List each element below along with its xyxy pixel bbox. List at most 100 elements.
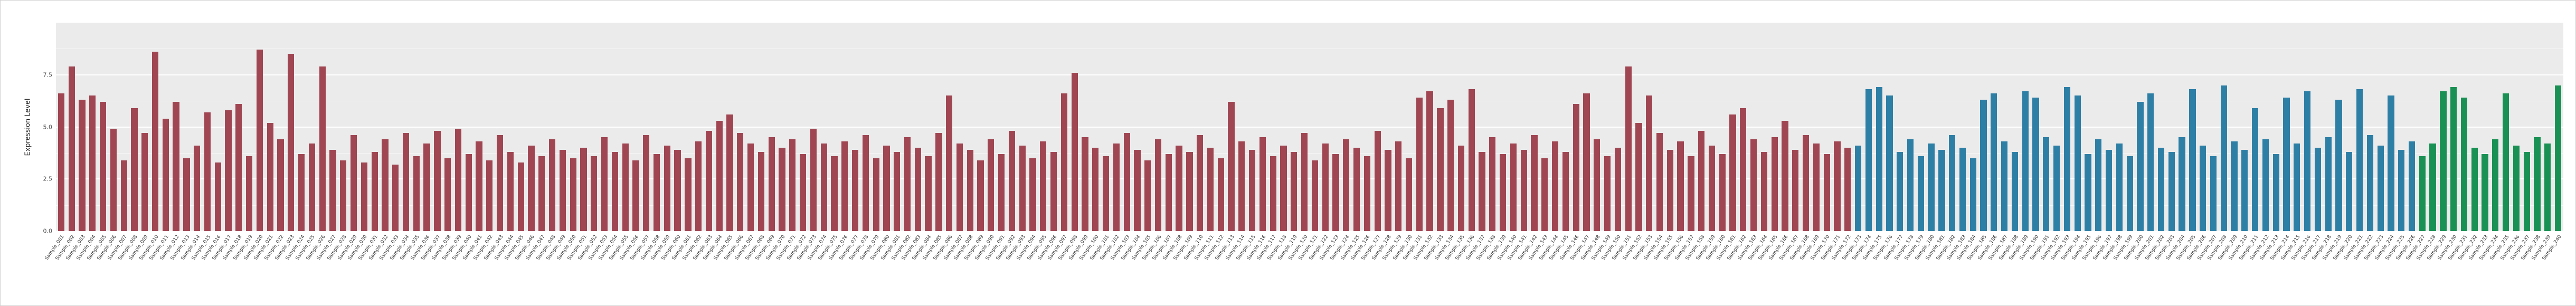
bar-group-1 <box>225 110 232 231</box>
bar-group-2 <box>2179 137 2185 231</box>
bar-group-2 <box>2231 141 2238 231</box>
bar-group-1 <box>1729 114 1736 231</box>
bar-group-2 <box>1980 100 1987 231</box>
bar-group-2 <box>2377 146 2384 231</box>
bar-group-1 <box>1666 149 1673 231</box>
bar-group-1 <box>371 151 378 231</box>
bar-group-2 <box>2356 89 2363 231</box>
bar-group-2 <box>1991 93 1997 231</box>
bar-group-1 <box>789 139 796 231</box>
bar-group-1 <box>1113 144 1120 231</box>
bar-group-1 <box>1531 135 1538 231</box>
bar-group-3 <box>2523 151 2530 231</box>
bar-group-2 <box>2168 151 2175 231</box>
bar-group-1 <box>1311 160 1319 231</box>
bar-group-1 <box>1154 139 1162 231</box>
bar-group-1 <box>298 154 305 231</box>
bar-group-1 <box>507 151 514 231</box>
bar-group-1 <box>1625 66 1632 231</box>
bar-group-1 <box>1249 149 1256 231</box>
bar-group-1 <box>413 156 420 231</box>
bar-group-1 <box>1207 148 1214 231</box>
bar-group-2 <box>2388 95 2394 231</box>
bar-group-1 <box>664 146 670 231</box>
bar-group-1 <box>68 66 75 231</box>
bar-group-1 <box>1792 149 1799 231</box>
bar-group-2 <box>1854 146 1862 231</box>
bar-group-1 <box>204 112 211 231</box>
bar-group-2 <box>2346 151 2353 231</box>
bar-group-1 <box>1071 72 1078 231</box>
bar-group-1 <box>757 151 765 231</box>
bar-group-1 <box>538 156 545 231</box>
bar-group-1 <box>454 129 462 231</box>
bar-group-1 <box>486 160 493 231</box>
bar-group-1 <box>799 154 807 231</box>
bar-group-2 <box>2241 149 2248 231</box>
bar-group-1 <box>319 66 326 231</box>
bar-group-2 <box>2408 141 2416 231</box>
bar-group-1 <box>1635 122 1642 231</box>
bar-group-1 <box>517 162 524 231</box>
bar-group-2 <box>2189 89 2196 231</box>
bar-group-1 <box>277 139 284 231</box>
y-tick-label: 5.0 <box>43 123 53 130</box>
bar-group-1 <box>632 160 639 231</box>
bar-group-1 <box>988 139 995 231</box>
bar-group-3 <box>2440 91 2447 231</box>
bar-group-1 <box>402 133 410 231</box>
bar-group-2 <box>1928 144 1935 231</box>
bar-group-1 <box>89 95 96 231</box>
bar-group-1 <box>79 100 86 231</box>
bar-group-1 <box>1437 108 1444 231</box>
bar-group-1 <box>151 52 159 231</box>
bar-group-1 <box>591 156 598 231</box>
bar-group-2 <box>2105 149 2113 231</box>
bar-group-1 <box>1322 144 1329 231</box>
bar-group-3 <box>2419 156 2426 231</box>
bar-group-2 <box>2116 144 2123 231</box>
bar-group-1 <box>601 137 608 231</box>
bar-group-1 <box>883 146 890 231</box>
bar-group-2 <box>2325 137 2332 231</box>
bar-group-2 <box>2043 137 2050 231</box>
bar-group-1 <box>1782 120 1788 231</box>
bar-group-2 <box>2011 151 2019 231</box>
bar-group-1 <box>580 148 587 231</box>
bar-group-1 <box>235 104 242 231</box>
bar-group-1 <box>1698 131 1705 231</box>
bar-group-2 <box>1907 139 1914 231</box>
bar-group-1 <box>1740 108 1747 231</box>
bar-group-1 <box>1844 148 1851 231</box>
bar-group-1 <box>1656 133 1663 231</box>
bar-group-1 <box>622 144 629 231</box>
bar-group-1 <box>392 164 399 231</box>
x-axis-labels: Sample_001 Sample_002 Sample_003 Sample_004… <box>44 234 2563 262</box>
plot-panel <box>56 23 2563 232</box>
bar-group-1 <box>1688 156 1694 231</box>
bar-group-2 <box>2335 100 2342 231</box>
bar-group-1 <box>141 133 148 231</box>
bar-group-2 <box>2157 148 2165 231</box>
bar-group-1 <box>1573 104 1579 231</box>
bar-group-1 <box>340 160 347 231</box>
bar-group-1 <box>737 133 744 231</box>
bar-group-2 <box>2085 154 2091 231</box>
bar-group-2 <box>1917 156 1924 231</box>
bar-group-2 <box>1886 95 1893 231</box>
bar-group-2 <box>2022 91 2029 231</box>
bar-group-1 <box>1583 93 1590 231</box>
bar-group-1 <box>946 95 953 231</box>
bar-group-1 <box>925 156 932 231</box>
bar-group-1 <box>548 139 556 231</box>
bar-group-1 <box>361 162 367 231</box>
bar-group-1 <box>1217 158 1224 231</box>
bar-group-1 <box>779 148 785 231</box>
bar-group-1 <box>1332 154 1339 231</box>
bar-group-1 <box>1102 156 1110 231</box>
bar-group-1 <box>1301 133 1308 231</box>
bar-group-3 <box>2503 93 2509 231</box>
bar-group-1 <box>1040 141 1047 231</box>
y-tick-label: 2.5 <box>43 175 53 183</box>
bar-group-1 <box>914 148 921 231</box>
